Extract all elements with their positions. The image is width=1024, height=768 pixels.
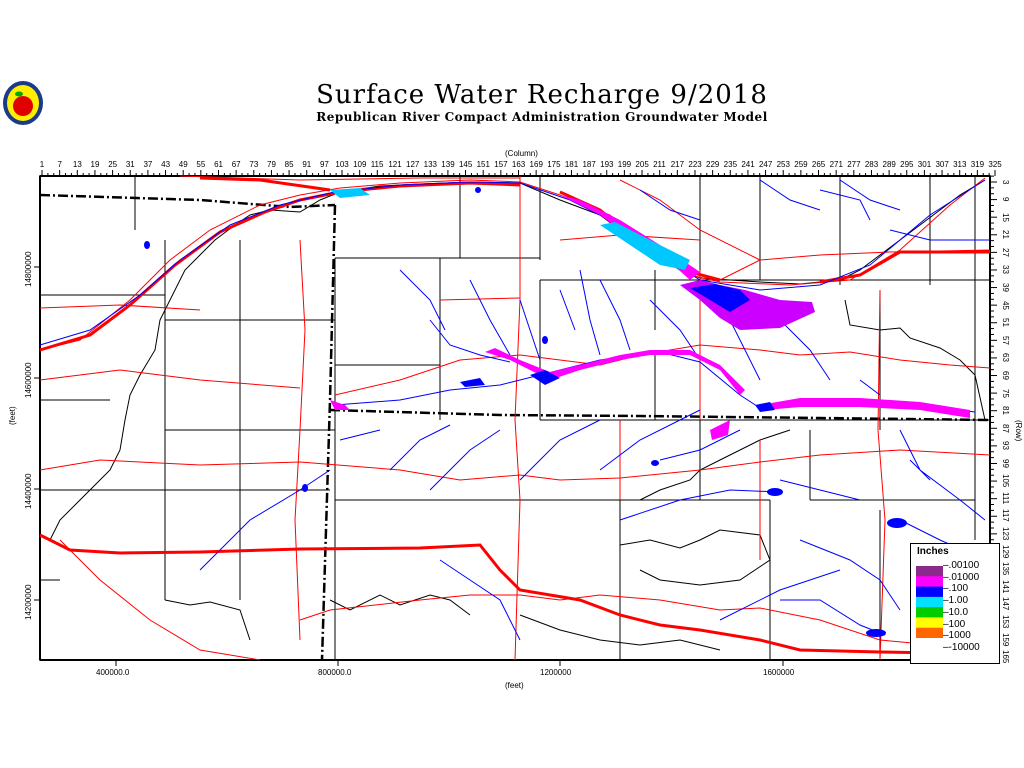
legend-label: –.01000 (943, 571, 980, 583)
legend-swatch (916, 596, 943, 608)
column-axis-label: (Column) (505, 149, 538, 158)
column-label: 223 (688, 160, 702, 169)
column-label: 271 (829, 160, 843, 169)
legend-label: –100 (943, 618, 966, 630)
column-label: 211 (653, 160, 666, 169)
column-label: 31 (125, 160, 135, 169)
legend-label: –1.00 (943, 595, 969, 607)
column-label: 49 (178, 160, 188, 169)
legend-label: –.100 (943, 583, 969, 595)
column-label: 289 (882, 160, 896, 169)
column-label: 277 (847, 160, 861, 169)
column-label: 25 (108, 160, 118, 169)
column-label: 133 (423, 160, 438, 169)
column-label: 145 (458, 160, 473, 169)
column-label: 157 (494, 160, 508, 169)
column-label: 205 (635, 160, 649, 169)
column-label: 97 (319, 160, 329, 169)
column-label: 55 (196, 160, 206, 169)
column-label: 235 (723, 160, 738, 169)
legend-swatch (916, 576, 943, 588)
column-label: 85 (284, 160, 294, 169)
apple-seal-logo-icon (3, 81, 43, 125)
page-subtitle: Republican River Compact Administration … (316, 110, 768, 124)
state-borders (39, 193, 991, 661)
column-label: 283 (864, 160, 879, 169)
column-label: 37 (143, 160, 153, 169)
column-label: 307 (935, 160, 949, 169)
legend-label: –10.0 (943, 606, 969, 618)
column-label: 253 (776, 160, 790, 169)
reservoirs (144, 187, 907, 637)
x-tick-label: 400000.0 (96, 668, 130, 677)
legend: Inches –.00100 –.01000 –.100 –1.00 –10.0 –100… (910, 543, 1000, 664)
column-label: 91 (302, 160, 312, 169)
column-label: 79 (267, 160, 276, 169)
column-label: 295 (900, 160, 914, 169)
column-label: 217 (670, 160, 685, 169)
column-label: 181 (564, 160, 579, 169)
column-label: 151 (476, 160, 490, 169)
column-label: 115 (370, 160, 384, 169)
legend-swatch (916, 627, 943, 638)
column-label: 121 (388, 160, 402, 169)
column-label: 175 (547, 160, 561, 169)
page-title: Surface Water Recharge 9/2018 (316, 80, 768, 110)
column-label: 103 (335, 160, 349, 169)
column-label: 241 (741, 160, 755, 169)
column-label: 19 (90, 160, 100, 169)
column-label: 199 (617, 160, 632, 169)
x-tick-label: 800000.0 (318, 668, 352, 677)
column-label: 169 (529, 160, 543, 169)
legend-color-bar (916, 566, 943, 638)
legend-label: –1000 (943, 630, 971, 642)
column-label: 247 (758, 160, 773, 169)
column-label: 43 (161, 160, 171, 169)
column-label: 13 (72, 160, 82, 169)
column-label: 265 (811, 160, 826, 169)
legend-swatch (916, 566, 943, 577)
county-boundaries (40, 176, 990, 660)
column-label: 163 (511, 160, 526, 169)
column-label: 1 (39, 160, 45, 169)
legend-swatch (916, 586, 943, 598)
legend-label: –-10000 (943, 641, 980, 653)
column-label: 313 (953, 160, 967, 169)
column-label: 259 (794, 160, 808, 169)
recharge-cells (330, 188, 970, 440)
legend-swatch (916, 607, 943, 618)
x-tick-label: 1600000 (763, 668, 795, 677)
column-label: 319 (970, 160, 985, 169)
column-label: 139 (441, 160, 455, 169)
legend-title: Inches (917, 546, 949, 557)
column-label: 229 (706, 160, 720, 169)
x-tick-label: 1200000 (540, 668, 572, 677)
column-label: 127 (406, 160, 420, 169)
x-axis-label: (feet) (505, 681, 524, 690)
major-roads (39, 176, 991, 656)
logo (2, 80, 44, 126)
column-label: 325 (988, 160, 1002, 169)
column-label: 301 (917, 160, 932, 169)
legend-swatch (916, 617, 943, 629)
column-label: 187 (582, 160, 596, 169)
column-label: 73 (249, 160, 259, 169)
column-label: 109 (353, 160, 367, 169)
column-label: 193 (600, 160, 614, 169)
column-label: 61 (214, 160, 223, 169)
column-label: 67 (231, 160, 241, 169)
legend-label: –.00100 (943, 560, 980, 571)
column-label: 7 (57, 160, 62, 169)
rivers (39, 179, 990, 641)
